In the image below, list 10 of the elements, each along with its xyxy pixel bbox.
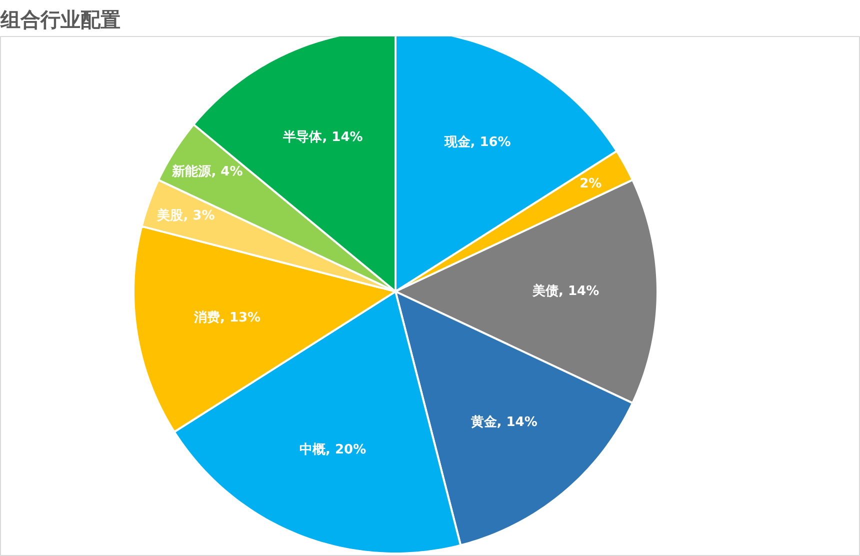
data-label: 2% xyxy=(580,176,602,192)
slice-label: 美债, 14% xyxy=(532,283,600,299)
slice-label: 美股, 3% xyxy=(156,208,215,224)
slice-label: 消费, 13% xyxy=(193,310,261,326)
slice-label: 现金, 16% xyxy=(443,134,511,150)
slice-label: 新能源, 4% xyxy=(171,164,243,180)
slice-label: 中概, 20% xyxy=(300,442,366,458)
chart-title: 组合行业配置 xyxy=(0,8,120,32)
slice-label: 黄金, 14% xyxy=(470,415,538,430)
slice-label: 半导体, 14% xyxy=(282,130,363,145)
